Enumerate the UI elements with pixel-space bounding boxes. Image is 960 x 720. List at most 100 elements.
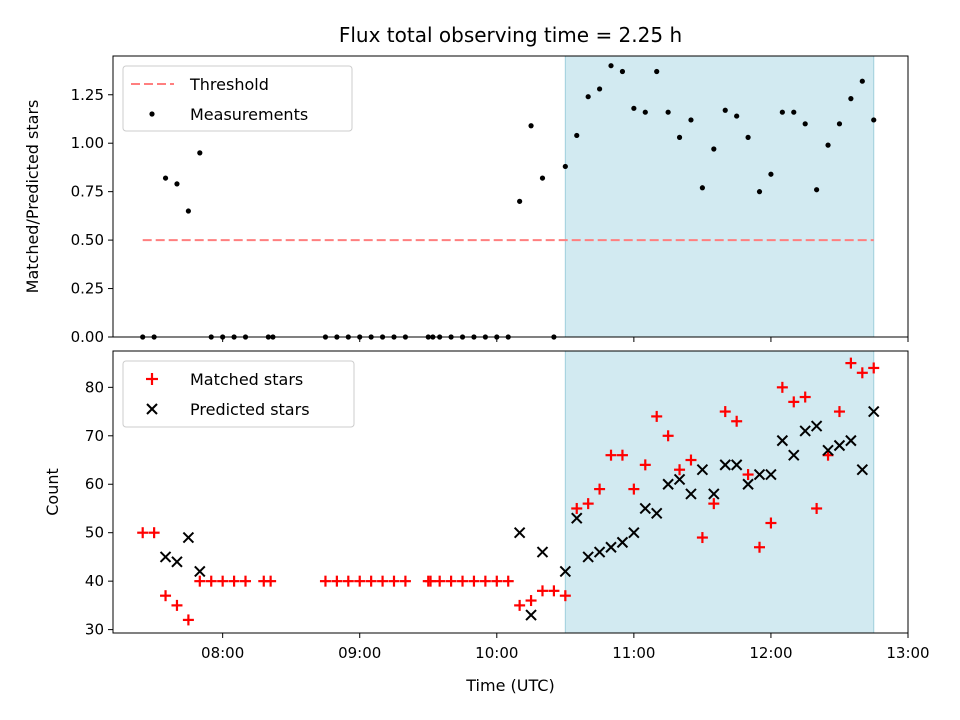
measurement-point bbox=[722, 107, 728, 113]
measurement-point bbox=[665, 109, 671, 115]
measurement-point bbox=[745, 134, 751, 140]
matched-star-point bbox=[548, 585, 560, 597]
predicted-star-point bbox=[822, 444, 834, 457]
predicted-star-point bbox=[765, 468, 777, 481]
matched-star-point bbox=[182, 614, 194, 626]
count-legend: Matched stars Predicted stars bbox=[122, 360, 355, 428]
matched-star-point bbox=[536, 585, 548, 597]
predicted-star-point bbox=[194, 565, 206, 578]
predicted-star-point bbox=[673, 473, 686, 486]
matched-star-point bbox=[582, 498, 594, 510]
matched-star-point bbox=[514, 599, 526, 611]
matched-star-point bbox=[594, 483, 606, 495]
predicted-star-point bbox=[171, 556, 183, 568]
predicted-star-point bbox=[593, 546, 606, 558]
ratio-y-tick-label: 1.25 bbox=[71, 86, 104, 104]
measurement-point bbox=[734, 113, 740, 119]
measurement-point bbox=[871, 117, 877, 123]
matched-star-point bbox=[788, 396, 800, 408]
matched-star-point bbox=[868, 362, 880, 374]
ratio-x-axis bbox=[222, 337, 909, 342]
matched-star-point bbox=[205, 575, 217, 587]
matched-star-point bbox=[342, 575, 354, 587]
matched-star-point bbox=[194, 575, 206, 587]
predicted-star-point bbox=[833, 439, 846, 452]
ratio-panel-frame bbox=[112, 55, 909, 338]
predicted-star-point bbox=[662, 478, 674, 490]
measurement-point bbox=[688, 117, 694, 123]
count-y-tick-label: 50 bbox=[85, 524, 104, 542]
measurement-point bbox=[631, 105, 637, 111]
time-x-axis: 08:00 09:00 10:00 11:00 12:00 13:00 bbox=[201, 633, 930, 662]
measurement-point bbox=[539, 175, 546, 181]
count-y-axis-label: Count bbox=[43, 468, 62, 516]
matched-star-point bbox=[388, 575, 400, 587]
ratio-legend-box bbox=[122, 65, 353, 132]
ratio-legend: Threshold Measurements bbox=[122, 65, 353, 132]
matched-star-point bbox=[765, 517, 777, 529]
predicted-star-point bbox=[753, 468, 766, 481]
matched-star-point bbox=[845, 357, 857, 369]
predicted-star-point bbox=[788, 449, 800, 461]
measurement-point bbox=[756, 189, 763, 195]
measurement-point bbox=[711, 146, 717, 152]
matched-star-point bbox=[319, 575, 331, 587]
observing-window-shade bbox=[564, 55, 875, 338]
matched-star-point bbox=[137, 527, 149, 539]
measurement-point bbox=[859, 78, 865, 84]
matched-star-point bbox=[776, 381, 788, 393]
measurement-point bbox=[174, 181, 180, 187]
legend-measurements-label: Measurements bbox=[190, 105, 308, 124]
matched-star-point bbox=[265, 575, 277, 587]
ratio-y-tick-label: 1.00 bbox=[71, 134, 104, 152]
count-legend-box bbox=[122, 360, 355, 428]
legend-threshold-label: Threshold bbox=[189, 75, 269, 94]
measurement-point bbox=[574, 132, 580, 139]
measurement-point bbox=[596, 86, 603, 92]
time-x-tick-label: 08:00 bbox=[201, 644, 244, 662]
legend-predicted-swatch bbox=[146, 403, 158, 415]
ratio-y-tick-label: 0.50 bbox=[71, 231, 104, 249]
measurement-point bbox=[642, 109, 648, 115]
time-x-tick-label: 13:00 bbox=[886, 644, 929, 662]
matched-star-point bbox=[731, 415, 743, 427]
predicted-star-point bbox=[845, 434, 857, 447]
predicted-star-point bbox=[525, 609, 537, 621]
measurement-point bbox=[699, 185, 705, 191]
matched-star-point bbox=[399, 575, 411, 587]
predicted-star-point bbox=[182, 531, 195, 544]
observing-window-shade bbox=[564, 350, 875, 634]
time-x-tick-label: 11:00 bbox=[612, 644, 655, 662]
legend-matched-label: Matched stars bbox=[190, 370, 303, 389]
matched-star-point bbox=[605, 449, 617, 461]
matched-star-point bbox=[240, 575, 251, 587]
matched-star-point bbox=[457, 575, 469, 587]
matched-star-point bbox=[491, 575, 503, 587]
matched-star-point bbox=[719, 406, 731, 418]
matched-star-point bbox=[616, 449, 628, 461]
predicted-star-point bbox=[810, 420, 823, 432]
predicted-star-point bbox=[159, 551, 172, 563]
matched-star-point bbox=[571, 502, 583, 514]
matched-star-point bbox=[160, 590, 172, 602]
predicted-star-point bbox=[616, 536, 629, 549]
measurement-point bbox=[836, 121, 843, 127]
matched-star-point bbox=[799, 391, 811, 403]
measurement-point bbox=[802, 121, 808, 127]
predicted-star-point bbox=[571, 512, 583, 524]
matched-star-point bbox=[685, 454, 697, 466]
chart-title: Flux total observing time = 2.25 h bbox=[339, 23, 682, 47]
matched-star-point bbox=[856, 367, 868, 379]
matched-star-point bbox=[171, 599, 183, 611]
legend-predicted-label: Predicted stars bbox=[190, 400, 310, 419]
count-y-tick-label: 30 bbox=[85, 621, 104, 639]
count-y-tick-label: 70 bbox=[85, 427, 104, 445]
predicted-star-point bbox=[708, 488, 720, 500]
measurement-point bbox=[676, 134, 683, 140]
matched-star-point bbox=[651, 410, 663, 422]
measurement-point bbox=[791, 109, 797, 115]
ratio-y-axis-label: Matched/Predicted stars bbox=[23, 100, 42, 294]
measurement-point bbox=[768, 171, 774, 177]
matched-star-point bbox=[479, 575, 491, 587]
matched-star-point bbox=[833, 406, 845, 418]
